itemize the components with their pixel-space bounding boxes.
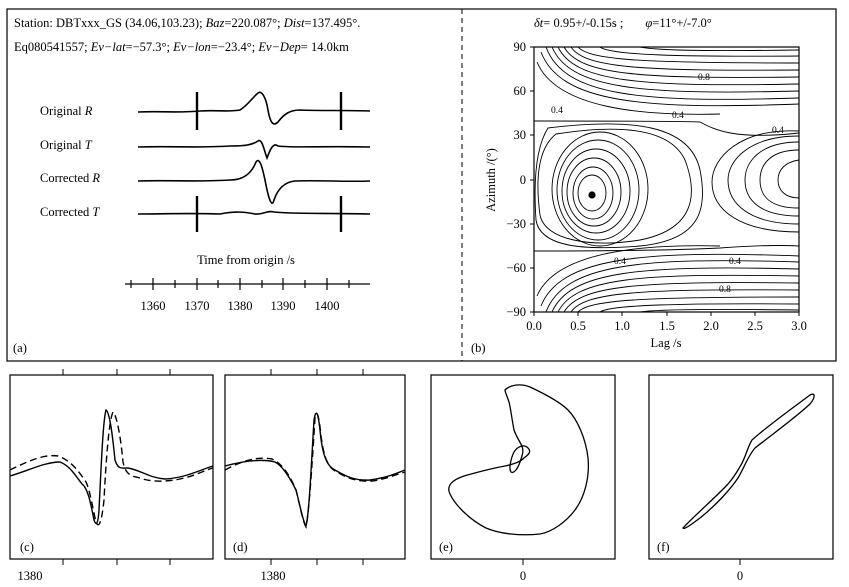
contour-label: 0.4 bbox=[614, 257, 626, 267]
tick-label-e: 0 bbox=[520, 569, 526, 583]
time-axis-label: Time from origin /s bbox=[197, 253, 295, 267]
panel-d: (d) 1380 bbox=[224, 369, 406, 583]
x-tick-label: 2.5 bbox=[747, 319, 763, 333]
trace-original-t bbox=[137, 139, 371, 161]
particle-motion-corrected bbox=[682, 393, 815, 530]
x-axis-label: Lag /s bbox=[651, 336, 682, 350]
station-header: Station: DBTxxx_GS (34.06,103.23); Baz=2… bbox=[14, 16, 360, 30]
panel-label-a: (a) bbox=[13, 341, 27, 355]
waveform-slow bbox=[9, 410, 214, 526]
contour-label: 0.4 bbox=[772, 126, 784, 136]
time-axis bbox=[125, 278, 370, 290]
panel-b: δt= 0.95+/-0.15s ; φ=11°+/-7.0° bbox=[471, 16, 807, 355]
event-header: Eq080541557; Ev−lat=−57.3°; Ev−lon=−23.4… bbox=[14, 40, 349, 54]
tick-label-f: 0 bbox=[737, 569, 743, 583]
splitting-header: δt= 0.95+/-0.15s ; φ=11°+/-7.0° bbox=[534, 16, 712, 30]
tick-label-c: 1380 bbox=[18, 569, 43, 583]
trace-original-r bbox=[137, 91, 371, 125]
best-fit-point bbox=[588, 191, 596, 199]
panel-e: (e) 0 bbox=[430, 374, 616, 583]
contour-label: 0.4 bbox=[672, 111, 684, 121]
y-tick-label: 0 bbox=[520, 173, 526, 187]
panel-label-c: (c) bbox=[20, 540, 34, 554]
panel-label-e: (e) bbox=[439, 540, 453, 554]
y-tick-label: 90 bbox=[514, 40, 527, 54]
trace-label-corrected-t: Corrected T bbox=[40, 205, 100, 219]
y-tick-label: 60 bbox=[514, 84, 527, 98]
y-tick-label: −60 bbox=[506, 261, 526, 275]
x-tick-label: 3.0 bbox=[791, 319, 807, 333]
panel-label-f: (f) bbox=[657, 540, 670, 554]
trace-label-original-t: Original T bbox=[40, 138, 93, 152]
contour-axes-ticks bbox=[530, 46, 800, 316]
contour-label: 0.8 bbox=[698, 73, 710, 83]
waveform-fast bbox=[9, 408, 214, 525]
contour-label: 0.4 bbox=[551, 106, 563, 116]
panel-label-b: (b) bbox=[471, 341, 486, 355]
y-axis-label: Azimuth /(°) bbox=[484, 148, 498, 212]
trace-label-original-r: Original R bbox=[40, 104, 93, 118]
y-tick-label: 30 bbox=[514, 128, 527, 142]
time-tick-label: 1390 bbox=[271, 299, 296, 313]
panel-c: (c) 1380 bbox=[9, 369, 214, 583]
trace-corrected-r bbox=[137, 159, 371, 204]
time-tick-label: 1360 bbox=[141, 299, 166, 313]
panel-a: Station: DBTxxx_GS (34.06,103.23); Baz=2… bbox=[13, 16, 371, 355]
tick-label-d: 1380 bbox=[261, 569, 286, 583]
x-tick-label: 0.0 bbox=[526, 319, 542, 333]
top-frame bbox=[6, 8, 837, 362]
waveform-fast-corrected bbox=[224, 412, 406, 528]
x-tick-label: 2.0 bbox=[703, 319, 719, 333]
x-tick-label: 1.0 bbox=[614, 319, 630, 333]
contour-lines bbox=[534, 47, 799, 312]
waveform-slow-corrected bbox=[224, 413, 406, 529]
contour-plot-area bbox=[533, 46, 800, 313]
contour-label: 0.8 bbox=[719, 285, 731, 295]
time-tick-label: 1380 bbox=[228, 299, 253, 313]
x-tick-label: 0.5 bbox=[570, 319, 586, 333]
panel-label-d: (d) bbox=[233, 540, 248, 554]
time-tick-label: 1400 bbox=[315, 299, 340, 313]
trace-label-corrected-r: Corrected R bbox=[40, 171, 100, 185]
particle-motion-uncorrected bbox=[448, 384, 590, 536]
trace-corrected-t bbox=[137, 210, 371, 215]
time-tick-label: 1370 bbox=[185, 299, 210, 313]
x-tick-label: 1.5 bbox=[659, 319, 675, 333]
y-tick-label: −90 bbox=[506, 305, 526, 319]
panel-f: (f) 0 bbox=[648, 374, 834, 583]
contour-label: 0.4 bbox=[729, 257, 741, 267]
y-tick-label: −30 bbox=[506, 217, 526, 231]
